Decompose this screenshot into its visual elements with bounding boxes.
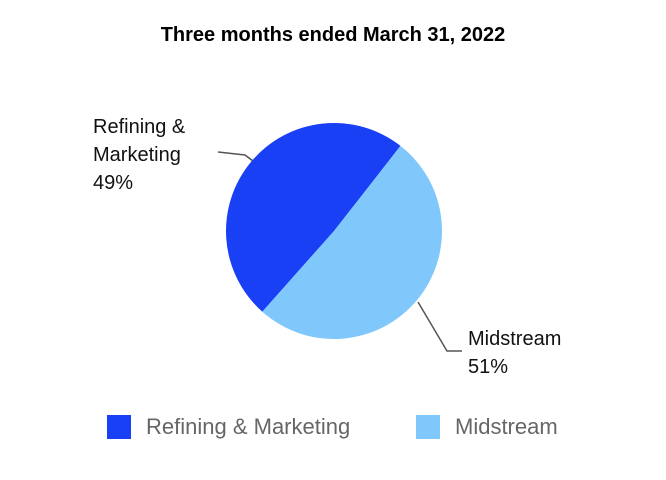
legend-label: Midstream	[455, 414, 558, 439]
value-label: 49%	[93, 172, 134, 194]
pie-slice	[226, 123, 401, 312]
slice-label: Midstream	[468, 328, 562, 350]
value-label: 51%	[468, 356, 509, 378]
slice-label: Refining & Marketing	[93, 116, 186, 166]
legend-swatch	[416, 415, 440, 439]
chart-title: Three months ended March 31, 2022	[161, 24, 506, 46]
legend-label: Refining & Marketing	[146, 414, 351, 439]
pie-slice	[262, 145, 442, 340]
leader-line	[417, 301, 462, 352]
legend-swatch	[107, 415, 131, 439]
